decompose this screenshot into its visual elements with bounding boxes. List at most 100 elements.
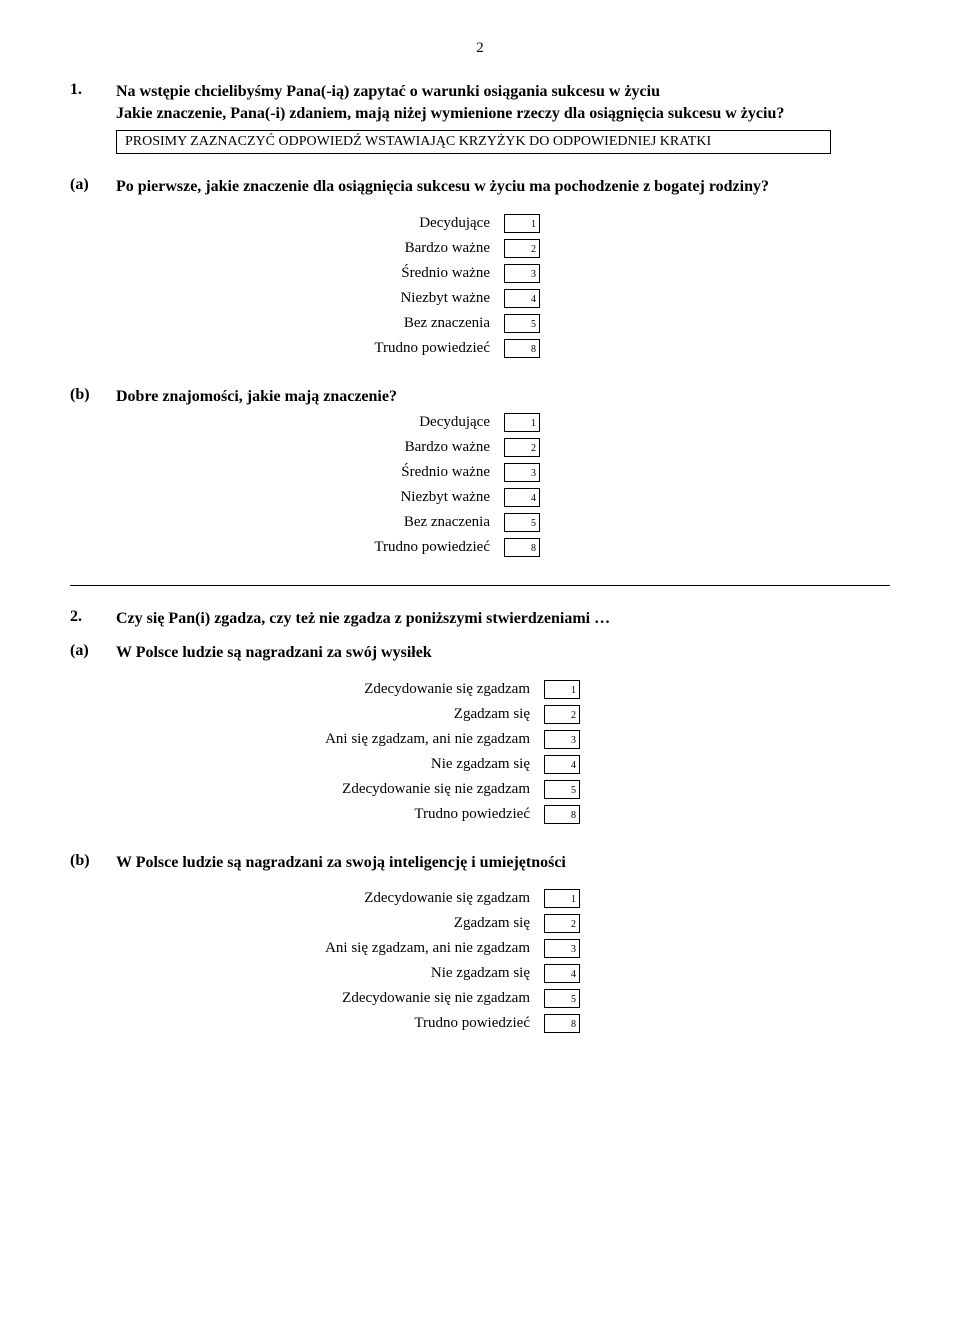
option-label: Zgadzam się — [70, 706, 544, 723]
option-checkbox[interactable]: 4 — [544, 964, 580, 983]
option-checkbox[interactable]: 4 — [504, 289, 540, 308]
question-2b-letter: (b) — [70, 852, 116, 870]
question-2a-letter: (a) — [70, 642, 116, 660]
option-row: Trudno powiedzieć 8 — [70, 339, 890, 358]
option-label: Zdecydowanie się nie zgadzam — [70, 781, 544, 798]
option-checkbox[interactable]: 1 — [504, 214, 540, 233]
option-label: Średnio ważne — [70, 464, 504, 481]
question-2b: (b) W Polsce ludzie są nagradzani za swo… — [70, 852, 890, 874]
question-1-line2: Jakie znaczenie, Pana(-i) zdaniem, mają … — [116, 105, 784, 122]
option-row: Średnio ważne 3 — [70, 463, 890, 482]
question-2b-options: Zdecydowanie się zgadzam 1 Zgadzam się 2… — [70, 889, 890, 1033]
page-number: 2 — [70, 40, 890, 57]
option-label: Nie zgadzam się — [70, 756, 544, 773]
option-row: Trudno powiedzieć 8 — [70, 1014, 890, 1033]
option-row: Trudno powiedzieć 8 — [70, 538, 890, 557]
option-row: Zgadzam się 2 — [70, 705, 890, 724]
option-checkbox[interactable]: 8 — [504, 538, 540, 557]
option-row: Nie zgadzam się 4 — [70, 964, 890, 983]
option-checkbox[interactable]: 5 — [544, 780, 580, 799]
option-checkbox[interactable]: 4 — [504, 488, 540, 507]
option-checkbox[interactable]: 2 — [544, 914, 580, 933]
option-label: Ani się zgadzam, ani nie zgadzam — [70, 940, 544, 957]
question-1b: (b) Dobre znajomości, jakie mają znaczen… — [70, 386, 890, 408]
option-row: Bardzo ważne 2 — [70, 239, 890, 258]
option-row: Zdecydowanie się nie zgadzam 5 — [70, 780, 890, 799]
option-label: Bez znaczenia — [70, 315, 504, 332]
question-2-text: Czy się Pan(i) zgadza, czy też nie zgadz… — [116, 608, 890, 630]
option-row: Ani się zgadzam, ani nie zgadzam 3 — [70, 939, 890, 958]
option-label: Trudno powiedzieć — [70, 806, 544, 823]
option-checkbox[interactable]: 3 — [544, 939, 580, 958]
option-checkbox[interactable]: 2 — [544, 705, 580, 724]
option-checkbox[interactable]: 1 — [544, 889, 580, 908]
option-checkbox[interactable]: 8 — [504, 339, 540, 358]
option-row: Niezbyt ważne 4 — [70, 289, 890, 308]
option-checkbox[interactable]: 3 — [544, 730, 580, 749]
option-label: Trudno powiedzieć — [70, 1015, 544, 1032]
option-label: Ani się zgadzam, ani nie zgadzam — [70, 731, 544, 748]
option-row: Decydujące 1 — [70, 413, 890, 432]
option-row: Zdecydowanie się zgadzam 1 — [70, 680, 890, 699]
option-label: Zdecydowanie się zgadzam — [70, 681, 544, 698]
option-checkbox[interactable]: 8 — [544, 805, 580, 824]
option-checkbox[interactable]: 1 — [544, 680, 580, 699]
option-label: Zdecydowanie się zgadzam — [70, 890, 544, 907]
option-row: Nie zgadzam się 4 — [70, 755, 890, 774]
question-1a-text: Po pierwsze, jakie znaczenie dla osiągni… — [116, 176, 890, 198]
option-checkbox[interactable]: 2 — [504, 438, 540, 457]
question-1-header: 1. Na wstępie chcielibyśmy Pana(-ią) zap… — [70, 81, 890, 124]
option-checkbox[interactable]: 3 — [504, 264, 540, 283]
question-1a-letter: (a) — [70, 176, 116, 194]
question-1-number: 1. — [70, 81, 116, 99]
option-label: Decydujące — [70, 414, 504, 431]
question-1: 1. Na wstępie chcielibyśmy Pana(-ią) zap… — [70, 81, 890, 557]
survey-page: 2 1. Na wstępie chcielibyśmy Pana(-ią) z… — [0, 0, 960, 1101]
option-label: Bez znaczenia — [70, 514, 504, 531]
option-row: Zdecydowanie się zgadzam 1 — [70, 889, 890, 908]
question-2a-text: W Polsce ludzie są nagradzani za swój wy… — [116, 642, 890, 664]
option-label: Niezbyt ważne — [70, 290, 504, 307]
question-2a-options: Zdecydowanie się zgadzam 1 Zgadzam się 2… — [70, 680, 890, 824]
option-row: Średnio ważne 3 — [70, 264, 890, 283]
option-row: Zgadzam się 2 — [70, 914, 890, 933]
option-checkbox[interactable]: 5 — [504, 513, 540, 532]
option-row: Zdecydowanie się nie zgadzam 5 — [70, 989, 890, 1008]
question-1-line1: Na wstępie chcielibyśmy Pana(-ią) zapyta… — [116, 83, 660, 100]
option-checkbox[interactable]: 5 — [504, 314, 540, 333]
option-label: Niezbyt ważne — [70, 489, 504, 506]
option-label: Bardzo ważne — [70, 439, 504, 456]
option-label: Trudno powiedzieć — [70, 539, 504, 556]
question-1b-options: Decydujące 1 Bardzo ważne 2 Średnio ważn… — [70, 413, 890, 557]
section-divider — [70, 585, 890, 586]
option-label: Bardzo ważne — [70, 240, 504, 257]
option-checkbox[interactable]: 5 — [544, 989, 580, 1008]
question-2a: (a) W Polsce ludzie są nagradzani za swó… — [70, 642, 890, 664]
option-label: Decydujące — [70, 215, 504, 232]
question-2b-text: W Polsce ludzie są nagradzani za swoją i… — [116, 852, 890, 874]
option-label: Średnio ważne — [70, 265, 504, 282]
option-checkbox[interactable]: 3 — [504, 463, 540, 482]
option-label: Zdecydowanie się nie zgadzam — [70, 990, 544, 1007]
question-1a-options: Decydujące 1 Bardzo ważne 2 Średnio ważn… — [70, 214, 890, 358]
option-row: Niezbyt ważne 4 — [70, 488, 890, 507]
option-row: Bez znaczenia 5 — [70, 513, 890, 532]
question-2: 2. Czy się Pan(i) zgadza, czy też nie zg… — [70, 608, 890, 1033]
option-row: Bardzo ważne 2 — [70, 438, 890, 457]
question-1a: (a) Po pierwsze, jakie znaczenie dla osi… — [70, 176, 890, 198]
option-row: Ani się zgadzam, ani nie zgadzam 3 — [70, 730, 890, 749]
option-checkbox[interactable]: 4 — [544, 755, 580, 774]
option-checkbox[interactable]: 2 — [504, 239, 540, 258]
option-checkbox[interactable]: 8 — [544, 1014, 580, 1033]
option-row: Bez znaczenia 5 — [70, 314, 890, 333]
option-label: Zgadzam się — [70, 915, 544, 932]
option-row: Trudno powiedzieć 8 — [70, 805, 890, 824]
option-label: Trudno powiedzieć — [70, 340, 504, 357]
option-label: Nie zgadzam się — [70, 965, 544, 982]
question-1b-text: Dobre znajomości, jakie mają znaczenie? — [116, 386, 890, 408]
question-1-text: Na wstępie chcielibyśmy Pana(-ią) zapyta… — [116, 81, 890, 124]
question-2-number: 2. — [70, 608, 116, 626]
question-1b-letter: (b) — [70, 386, 116, 404]
question-2-header: 2. Czy się Pan(i) zgadza, czy też nie zg… — [70, 608, 890, 630]
option-checkbox[interactable]: 1 — [504, 413, 540, 432]
